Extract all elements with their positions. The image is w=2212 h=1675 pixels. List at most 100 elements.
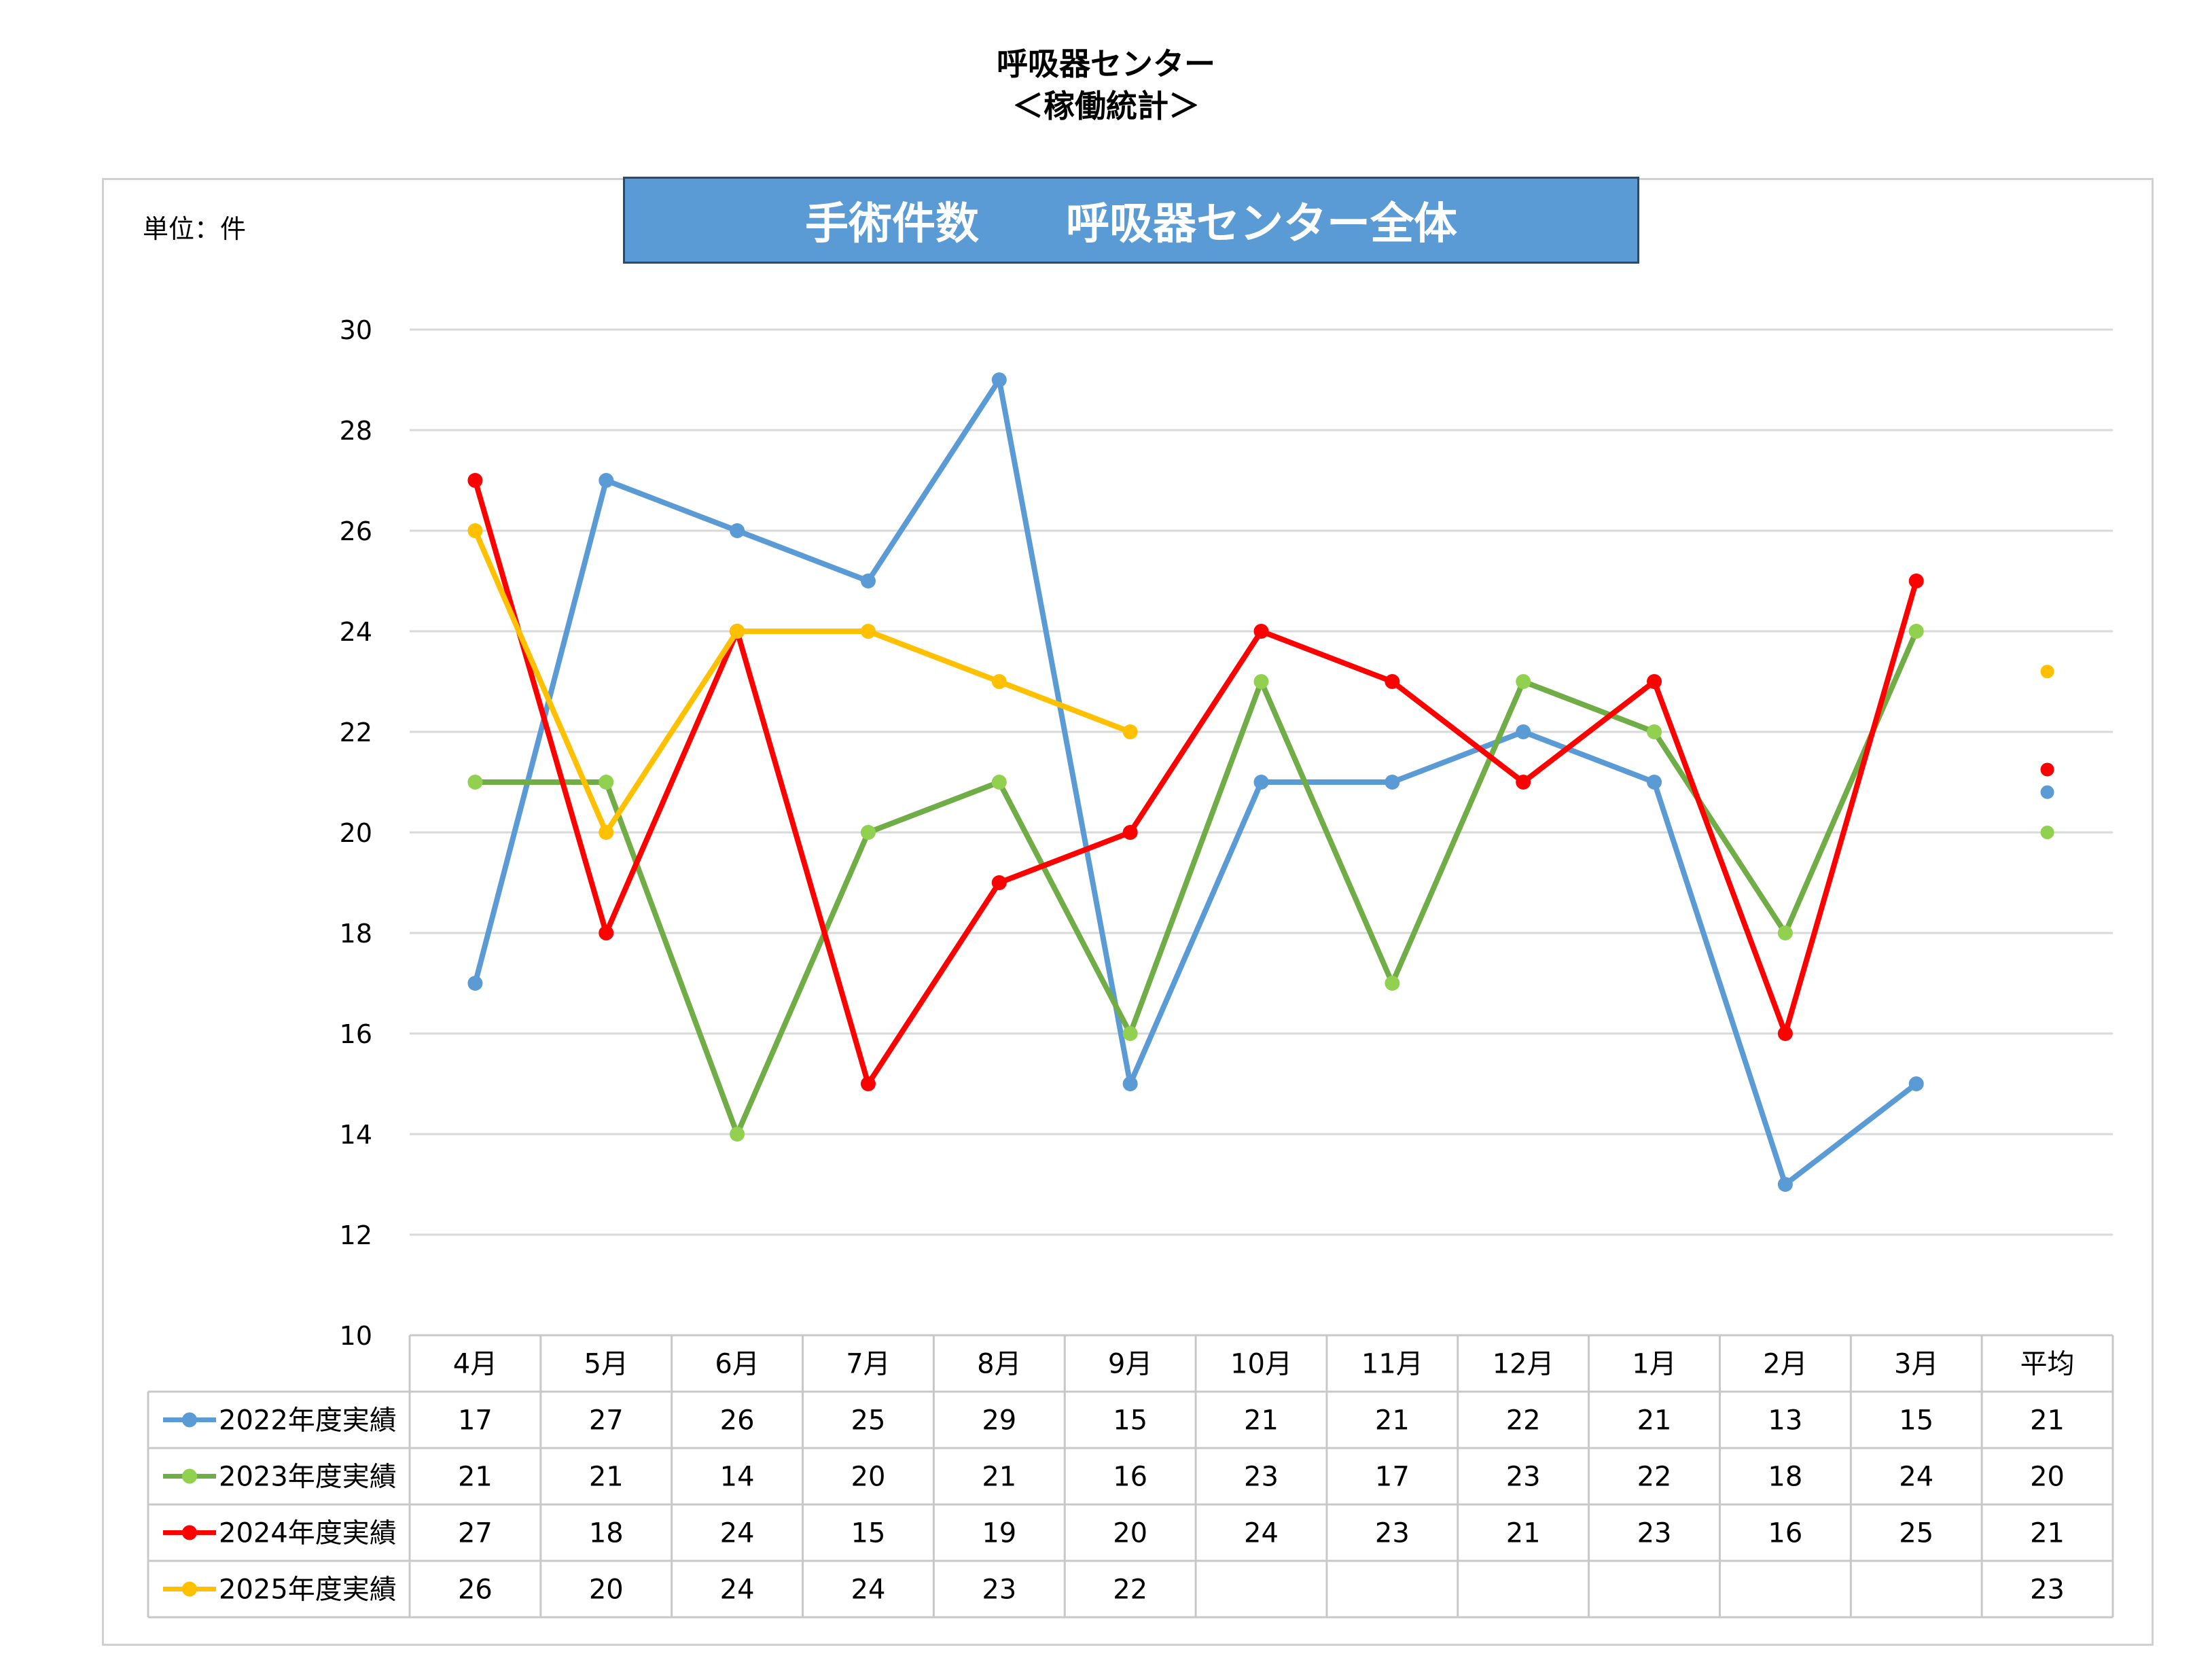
average-point: [2040, 785, 2054, 799]
x-tick-label: 9月: [1108, 1349, 1152, 1380]
legend-marker: [182, 1412, 197, 1428]
table-cell-value: 20: [851, 1462, 886, 1493]
table-cell-value: 24: [1899, 1462, 1933, 1493]
table-cell-value: 17: [458, 1405, 493, 1436]
legend-label: 2024年度実績: [219, 1518, 397, 1549]
table-cell-value: 21: [1506, 1518, 1541, 1549]
data-point: [730, 523, 745, 538]
table-cell-value: 19: [982, 1518, 1016, 1549]
data-point: [1908, 624, 1924, 639]
y-tick-label: 28: [340, 416, 372, 446]
data-point: [1647, 724, 1662, 739]
table-cell-value: 23: [1506, 1462, 1541, 1493]
chart-title-banner: 手術件数 呼吸器センター全体: [623, 177, 1639, 264]
data-point: [991, 674, 1007, 689]
x-tick-label: 7月: [846, 1349, 890, 1380]
table-cell-value: 21: [1244, 1405, 1279, 1436]
data-point: [599, 473, 614, 488]
legend-label: 2023年度実績: [219, 1462, 397, 1493]
data-point: [1253, 624, 1269, 639]
table-cell-value: 21: [982, 1462, 1016, 1493]
table-cell-value: 24: [851, 1574, 886, 1606]
data-point: [599, 775, 614, 790]
data-point: [730, 1127, 745, 1142]
table-average-value: 21: [2030, 1518, 2065, 1549]
data-point: [1777, 925, 1793, 940]
table-cell-value: 21: [589, 1462, 624, 1493]
table-cell-value: 23: [1375, 1518, 1410, 1549]
average-point: [2040, 665, 2054, 679]
table-cell-value: 22: [1637, 1462, 1672, 1493]
data-point: [1385, 976, 1400, 991]
data-point: [599, 925, 614, 940]
data-point: [1253, 775, 1269, 790]
data-point: [1122, 724, 1138, 739]
table-cell-value: 26: [720, 1405, 755, 1436]
series-line: [472, 478, 1919, 1087]
table-cell-value: 24: [720, 1574, 755, 1606]
legend-marker: [182, 1581, 197, 1597]
x-tick-label: 10月: [1230, 1349, 1292, 1380]
data-point: [991, 875, 1007, 890]
data-point: [467, 523, 483, 538]
data-point: [1908, 574, 1924, 588]
data-point: [1385, 674, 1400, 689]
data-point: [1777, 1177, 1793, 1192]
table-cell-value: 23: [1244, 1462, 1279, 1493]
y-tick-label: 26: [340, 516, 372, 546]
table-cell-value: 21: [1637, 1405, 1672, 1436]
data-point: [991, 372, 1007, 387]
x-tick-label: 5月: [584, 1349, 628, 1380]
data-point: [860, 574, 876, 588]
table-cell-value: 24: [720, 1518, 755, 1549]
table-cell-value: 16: [1768, 1518, 1802, 1549]
unit-label: 単位：件: [143, 214, 247, 244]
table-cell-value: 15: [1113, 1405, 1147, 1436]
table-cell-value: 16: [1113, 1462, 1147, 1493]
data-point: [467, 473, 483, 488]
x-tick-label: 平均: [2020, 1349, 2075, 1380]
data-point: [1516, 724, 1531, 739]
data-point: [1908, 1076, 1924, 1091]
x-tick-label: 8月: [977, 1349, 1021, 1380]
data-point: [860, 825, 876, 840]
data-point: [1516, 674, 1531, 689]
table-cell-value: 15: [1899, 1405, 1933, 1436]
x-tick-label: 12月: [1493, 1349, 1554, 1380]
data-point: [1122, 1026, 1138, 1041]
legend-marker: [182, 1525, 197, 1540]
table-cell-value: 25: [851, 1405, 886, 1436]
table-cell-value: 23: [1637, 1518, 1672, 1549]
average-point: [2040, 826, 2054, 839]
table-cell-value: 24: [1244, 1518, 1279, 1549]
table-average-value: 21: [2030, 1405, 2065, 1436]
table-cell-value: 18: [589, 1518, 624, 1549]
data-point: [1253, 674, 1269, 689]
y-tick-label: 24: [340, 617, 372, 647]
table-cell-value: 13: [1768, 1405, 1802, 1436]
data-point: [1385, 775, 1400, 790]
data-point: [467, 775, 483, 790]
x-tick-label: 4月: [453, 1349, 497, 1380]
y-tick-label: 16: [340, 1019, 372, 1049]
x-tick-label: 11月: [1361, 1349, 1423, 1380]
table-cell-value: 21: [458, 1462, 493, 1493]
table-cell-value: 27: [589, 1405, 624, 1436]
table-cell-value: 20: [1113, 1518, 1147, 1549]
legend-marker: [182, 1468, 197, 1484]
y-tick-label: 30: [340, 315, 372, 345]
y-tick-label: 18: [340, 919, 372, 949]
table-cell-value: 22: [1113, 1574, 1147, 1606]
table-cell-value: 26: [458, 1574, 493, 1606]
table-cell-value: 29: [982, 1405, 1016, 1436]
legend-label: 2022年度実績: [219, 1405, 397, 1436]
table-average-value: 23: [2030, 1574, 2065, 1606]
series-line: [472, 629, 1919, 1137]
data-point: [1647, 775, 1662, 790]
table-cell-value: 27: [458, 1518, 493, 1549]
x-tick-label: 2月: [1763, 1349, 1807, 1380]
data-point: [991, 775, 1007, 790]
page-subtitle: ＜稼働統計＞: [1012, 88, 1200, 124]
table-cell-value: 18: [1768, 1462, 1802, 1493]
